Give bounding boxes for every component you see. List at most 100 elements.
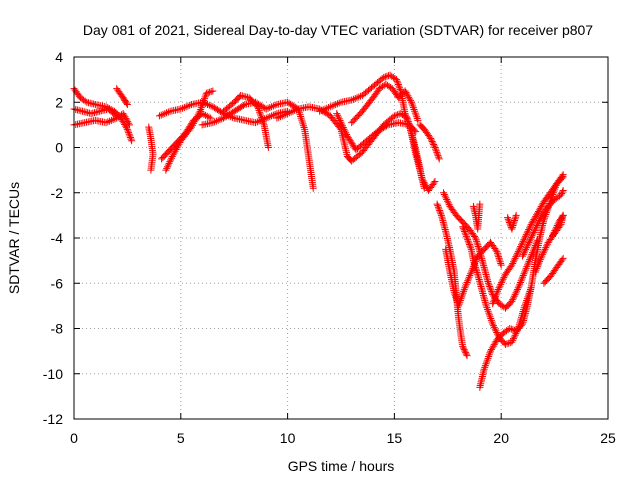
data-point xyxy=(488,344,496,352)
data-point xyxy=(404,92,412,100)
series-track-13 xyxy=(333,110,420,154)
data-point xyxy=(443,196,451,204)
data-point xyxy=(162,166,170,174)
x-axis-label: GPS time / hours xyxy=(288,458,395,474)
data-point xyxy=(333,100,341,108)
data-point xyxy=(275,113,283,121)
data-point xyxy=(264,113,272,121)
data-point xyxy=(492,246,500,254)
data-point xyxy=(421,180,429,188)
data-point xyxy=(475,246,483,254)
data-point xyxy=(487,347,495,355)
data-point xyxy=(505,339,513,347)
data-point xyxy=(460,287,468,295)
data-point xyxy=(403,90,411,98)
data-point xyxy=(127,135,135,143)
data-point xyxy=(341,127,349,135)
data-point xyxy=(489,322,497,330)
data-point xyxy=(493,248,501,256)
data-point xyxy=(420,178,428,186)
data-point xyxy=(430,142,438,150)
data-point xyxy=(503,340,511,348)
data-point xyxy=(338,122,346,130)
data-point xyxy=(474,242,482,250)
data-point xyxy=(186,101,194,109)
data-point xyxy=(461,228,469,236)
data-point xyxy=(558,188,566,196)
data-point xyxy=(520,249,528,257)
data-point xyxy=(268,103,276,111)
data-point xyxy=(81,97,89,105)
data-point xyxy=(559,254,567,262)
data-point xyxy=(121,121,129,129)
data-point xyxy=(392,111,400,119)
data-point xyxy=(534,207,542,215)
data-point xyxy=(440,190,448,198)
data-point xyxy=(512,289,520,297)
data-point xyxy=(492,327,500,335)
data-point xyxy=(462,280,470,288)
data-point xyxy=(268,112,276,120)
data-point xyxy=(184,102,192,110)
data-point xyxy=(483,358,491,366)
data-point xyxy=(536,204,544,212)
data-point xyxy=(316,107,324,115)
data-point xyxy=(256,110,264,118)
data-point xyxy=(382,122,390,130)
data-point xyxy=(335,99,343,107)
data-point xyxy=(523,263,531,271)
data-point xyxy=(520,270,528,278)
data-point xyxy=(509,296,517,304)
data-point xyxy=(484,354,492,362)
data-point xyxy=(293,106,300,114)
data-point xyxy=(492,293,500,301)
data-point xyxy=(490,323,498,331)
data-point xyxy=(513,287,521,295)
data-point xyxy=(520,236,528,244)
axis-ticks: 0 5 10 15 20 25 -12 -10 -8 -6 -4 -2 0 2 4 xyxy=(43,49,616,446)
data-point xyxy=(396,85,404,93)
data-point xyxy=(418,175,426,183)
data-point xyxy=(534,209,542,217)
data-point xyxy=(161,110,169,118)
data-point xyxy=(113,112,121,120)
data-point xyxy=(123,125,131,133)
data-point xyxy=(104,118,112,126)
data-point xyxy=(170,149,178,157)
data-point xyxy=(513,251,521,259)
data-point xyxy=(194,111,202,119)
data-point xyxy=(486,284,494,292)
data-point xyxy=(535,216,543,224)
data-point xyxy=(253,118,261,126)
data-point xyxy=(433,200,441,208)
data-point xyxy=(163,164,171,172)
data-point xyxy=(433,150,441,158)
data-point xyxy=(526,224,534,232)
data-point xyxy=(258,115,266,123)
data-point xyxy=(524,261,532,269)
data-point xyxy=(531,268,539,276)
data-point xyxy=(513,249,521,257)
data-point xyxy=(529,249,537,257)
data-point xyxy=(460,226,468,234)
series-track-14 xyxy=(348,80,422,127)
y-tick-label: 0 xyxy=(55,140,63,156)
y-tick-label: 2 xyxy=(55,94,63,110)
data-point xyxy=(124,127,132,135)
data-point xyxy=(519,237,527,245)
data-point xyxy=(485,281,493,289)
data-point xyxy=(469,257,477,265)
data-point xyxy=(508,297,516,305)
data-point xyxy=(254,105,262,113)
data-point xyxy=(558,174,566,182)
data-point xyxy=(528,219,536,227)
series-track-20 xyxy=(469,200,484,233)
series-track-23 xyxy=(519,186,567,260)
data-point xyxy=(187,123,195,131)
data-point xyxy=(509,335,517,343)
data-point xyxy=(473,269,481,277)
data-point xyxy=(147,166,155,174)
data-point xyxy=(285,109,293,117)
data-point xyxy=(532,266,540,274)
data-point xyxy=(173,144,181,152)
